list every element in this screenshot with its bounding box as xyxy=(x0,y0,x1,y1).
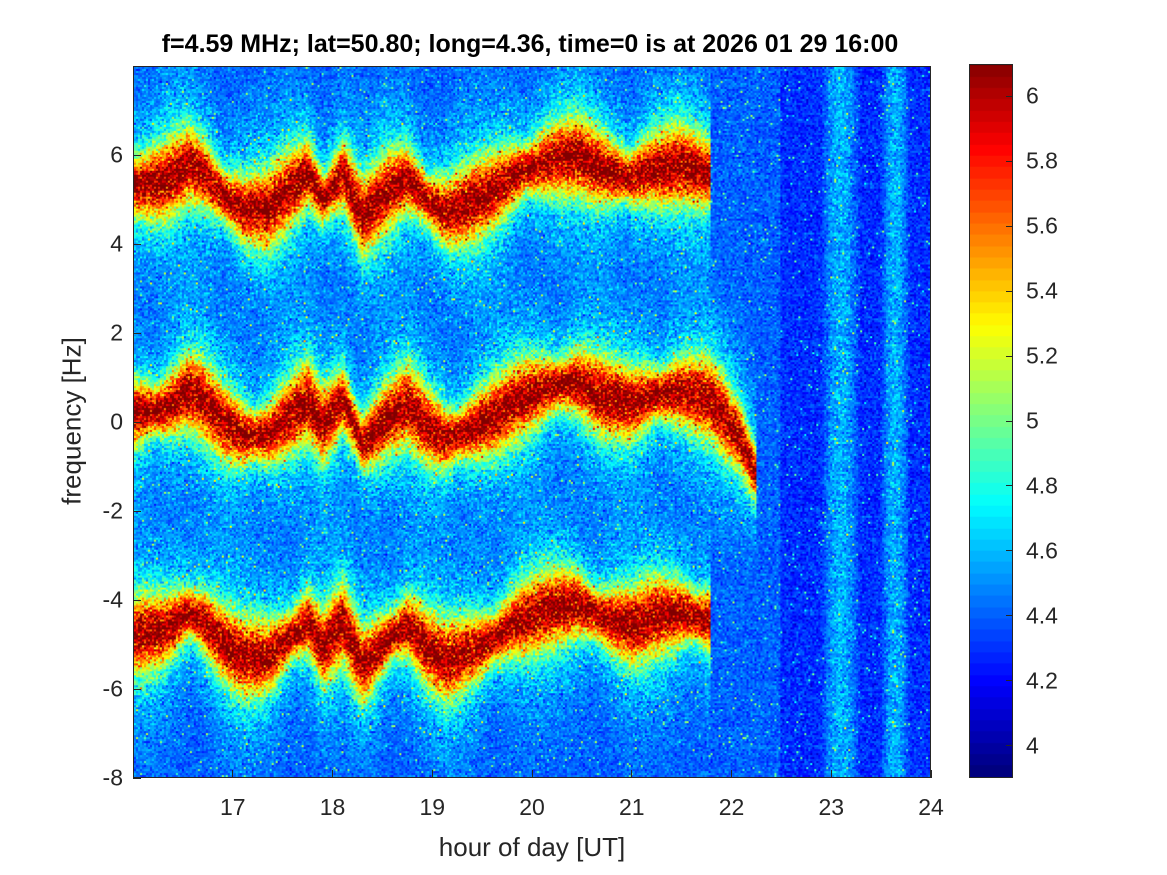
y-tick-mark xyxy=(133,510,141,512)
colorbar-tick-label: 4 xyxy=(1026,732,1039,759)
colorbar xyxy=(969,64,1013,778)
y-tick-mark xyxy=(133,243,141,245)
y-tick-mark xyxy=(133,777,141,779)
colorbar-tick-label: 5.8 xyxy=(1026,147,1058,174)
colorbar-tick-mark xyxy=(1006,95,1012,97)
x-tick-label: 19 xyxy=(419,794,446,820)
y-tick-label: -8 xyxy=(102,764,123,791)
x-tick-mark xyxy=(332,770,333,778)
x-tick-label: 17 xyxy=(219,794,246,820)
x-tick-mark xyxy=(930,770,932,778)
y-tick-mark xyxy=(133,599,141,601)
x-tick-label: 23 xyxy=(818,794,845,820)
colorbar-tick-label: 5.4 xyxy=(1026,277,1058,304)
x-tick-mark xyxy=(830,770,832,778)
y-axis-label: frequency [Hz] xyxy=(56,337,87,505)
colorbar-tick-label: 4.6 xyxy=(1026,537,1058,564)
x-tick-mark xyxy=(531,770,533,778)
y-tick-label: 6 xyxy=(110,141,123,168)
x-tick-mark xyxy=(731,770,732,778)
colorbar-tick-mark xyxy=(1006,225,1012,227)
colorbar-tick-label: 6 xyxy=(1026,82,1039,109)
colorbar-tick-mark xyxy=(1006,485,1012,487)
colorbar-tick-mark xyxy=(1006,160,1012,162)
x-tick-mark xyxy=(631,770,633,778)
x-tick-label: 24 xyxy=(918,794,944,820)
x-tick-label: 18 xyxy=(319,794,346,820)
spectrogram-heatmap xyxy=(134,67,930,777)
x-axis-label: hour of day [UT] xyxy=(438,832,626,862)
colorbar-tick-label: 4.8 xyxy=(1026,472,1058,499)
y-tick-mark xyxy=(133,154,141,156)
colorbar-tick-label: 5.2 xyxy=(1026,342,1058,369)
colorbar-tick-mark xyxy=(1006,745,1012,747)
colorbar-tick-mark xyxy=(1006,355,1012,357)
y-tick-label: 0 xyxy=(110,408,123,435)
x-tick-mark xyxy=(232,770,234,778)
y-tick-label: 2 xyxy=(110,319,123,346)
x-tick-label: 21 xyxy=(618,794,645,820)
colorbar-tick-label: 5.6 xyxy=(1026,212,1058,239)
y-tick-mark xyxy=(133,421,141,423)
colorbar-tick-mark xyxy=(1006,290,1012,292)
colorbar-gradient xyxy=(970,65,1012,777)
x-tick-label: 22 xyxy=(718,794,745,820)
colorbar-tick-label: 4.4 xyxy=(1026,602,1058,629)
colorbar-tick-mark xyxy=(1006,550,1012,552)
spectrogram-plot-area xyxy=(133,66,931,778)
colorbar-tick-mark xyxy=(1006,680,1012,682)
colorbar-tick-mark xyxy=(1006,615,1012,617)
x-tick-label: 20 xyxy=(519,794,545,820)
y-tick-label: 4 xyxy=(110,230,123,257)
colorbar-tick-mark xyxy=(1006,420,1012,422)
colorbar-tick-label: 4.2 xyxy=(1026,667,1058,694)
x-tick-mark xyxy=(431,770,433,778)
colorbar-tick-label: 5 xyxy=(1026,407,1039,434)
y-tick-mark xyxy=(133,332,141,334)
y-tick-label: -2 xyxy=(102,497,123,524)
y-tick-mark xyxy=(133,688,141,690)
y-tick-label: -4 xyxy=(102,586,123,613)
chart-title: f=4.59 MHz; lat=50.80; long=4.36, time=0… xyxy=(161,30,899,58)
y-tick-label: -6 xyxy=(102,675,123,702)
